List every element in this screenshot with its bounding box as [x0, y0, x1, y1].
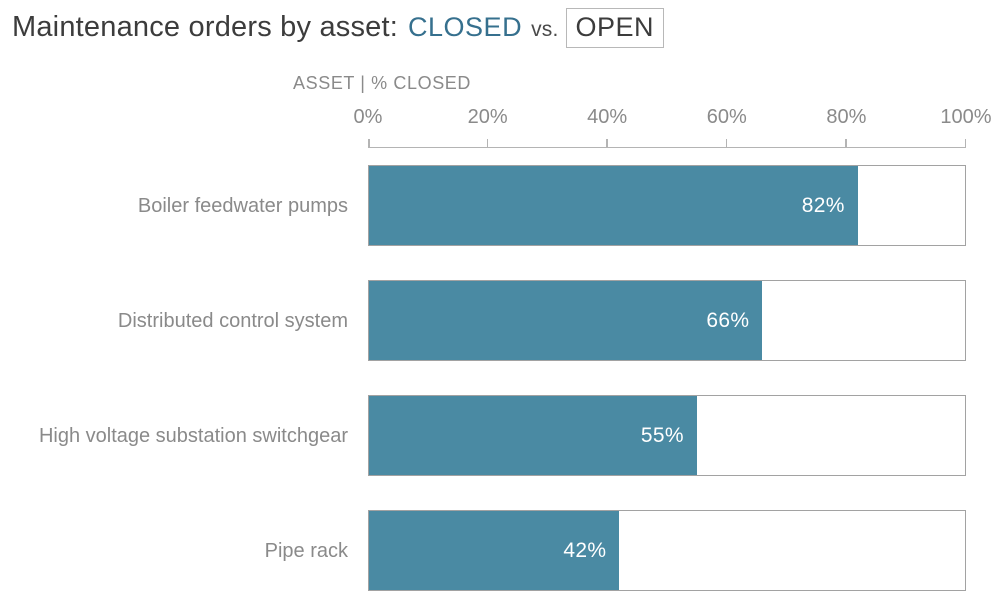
bar-row: High voltage substation switchgear 55%	[0, 395, 1000, 476]
bar-fill-closed[interactable]: 55%	[369, 396, 697, 475]
tick-label-0: 0%	[353, 106, 383, 128]
tick-mark	[606, 139, 608, 147]
bar-row: Pipe rack 42%	[0, 510, 1000, 591]
legend-closed-toggle[interactable]: CLOSED	[408, 12, 523, 42]
category-label: High voltage substation switchgear	[38, 424, 348, 447]
bar-track-open[interactable]: 55%	[368, 395, 966, 476]
bar-row: Distributed control system 66%	[0, 280, 1000, 361]
bar-row: Boiler feedwater pumps 82%	[0, 165, 1000, 246]
bar-track-open[interactable]: 82%	[368, 165, 966, 246]
tick-mark	[964, 139, 966, 147]
bar-value-label: 55%	[640, 423, 684, 447]
bar-value-label: 82%	[801, 193, 845, 217]
category-label: Boiler feedwater pumps	[137, 194, 348, 217]
tick-label-80: 80%	[826, 106, 867, 128]
bar-fill-closed[interactable]: 82%	[369, 166, 858, 245]
tick-label-40: 40%	[587, 106, 628, 128]
tick-mark	[368, 139, 370, 147]
bar-value-label: 66%	[706, 308, 750, 332]
tick-mark	[725, 139, 728, 147]
bar-fill-closed[interactable]: 66%	[369, 281, 763, 360]
tick-mark	[486, 139, 489, 147]
legend-open-toggle[interactable]: OPEN	[565, 8, 665, 48]
bar-track-open[interactable]: 42%	[368, 510, 966, 591]
bar-fill-closed[interactable]: 42%	[369, 511, 620, 590]
tick-label-60: 60%	[706, 106, 747, 128]
title-connector: vs.	[531, 18, 559, 41]
tick-label-20: 20%	[467, 106, 508, 128]
tick-mark	[845, 139, 847, 147]
tick-label-100: 100%	[940, 106, 992, 128]
category-label: Pipe rack	[264, 539, 348, 562]
chart-title: Maintenance orders by asset: CLOSED vs. …	[12, 8, 665, 48]
bar-track-open[interactable]: 66%	[368, 280, 966, 361]
axis-header-label: ASSET | % CLOSED	[293, 73, 471, 93]
x-axis-tick-labels: 0% 20% 40% 60% 80% 100%	[354, 106, 992, 130]
bar-value-label: 42%	[563, 538, 607, 562]
category-label: Distributed control system	[117, 309, 348, 332]
title-text: Maintenance orders by asset:	[12, 11, 399, 43]
x-axis-line	[368, 139, 966, 148]
